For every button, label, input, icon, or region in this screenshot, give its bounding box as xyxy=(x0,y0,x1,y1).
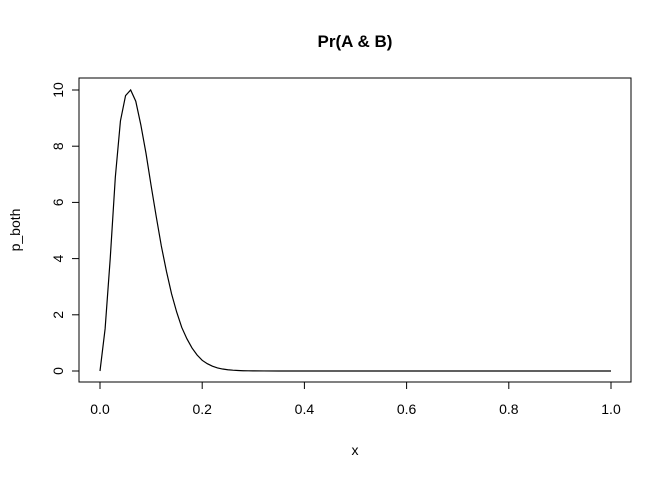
y-axis-label: p_both xyxy=(7,209,23,252)
x-tick-label: 1.0 xyxy=(601,401,621,417)
x-axis-label: x xyxy=(352,442,359,458)
series-group xyxy=(99,88,611,372)
x-tick-label: 0.4 xyxy=(295,401,315,417)
chart-title: Pr(A & B) xyxy=(318,32,393,51)
x-axis: 0.0 0.2 0.4 0.6 0.8 1.0 xyxy=(90,381,621,417)
x-tick-label: 0.0 xyxy=(90,401,110,417)
y-tick-label: 10 xyxy=(50,82,66,98)
y-tick-label: 0 xyxy=(50,367,66,375)
y-tick-label: 4 xyxy=(50,254,66,262)
plot-frame xyxy=(78,77,632,383)
y-tick-label: 8 xyxy=(50,142,66,150)
x-tick-label: 0.2 xyxy=(192,401,212,417)
x-tick-label: 0.6 xyxy=(397,401,417,417)
y-axis: 0 2 4 6 8 10 xyxy=(50,82,80,375)
series-line xyxy=(99,88,611,372)
y-tick-label: 6 xyxy=(50,198,66,206)
y-tick-label: 2 xyxy=(50,311,66,319)
x-tick-label: 0.8 xyxy=(499,401,519,417)
